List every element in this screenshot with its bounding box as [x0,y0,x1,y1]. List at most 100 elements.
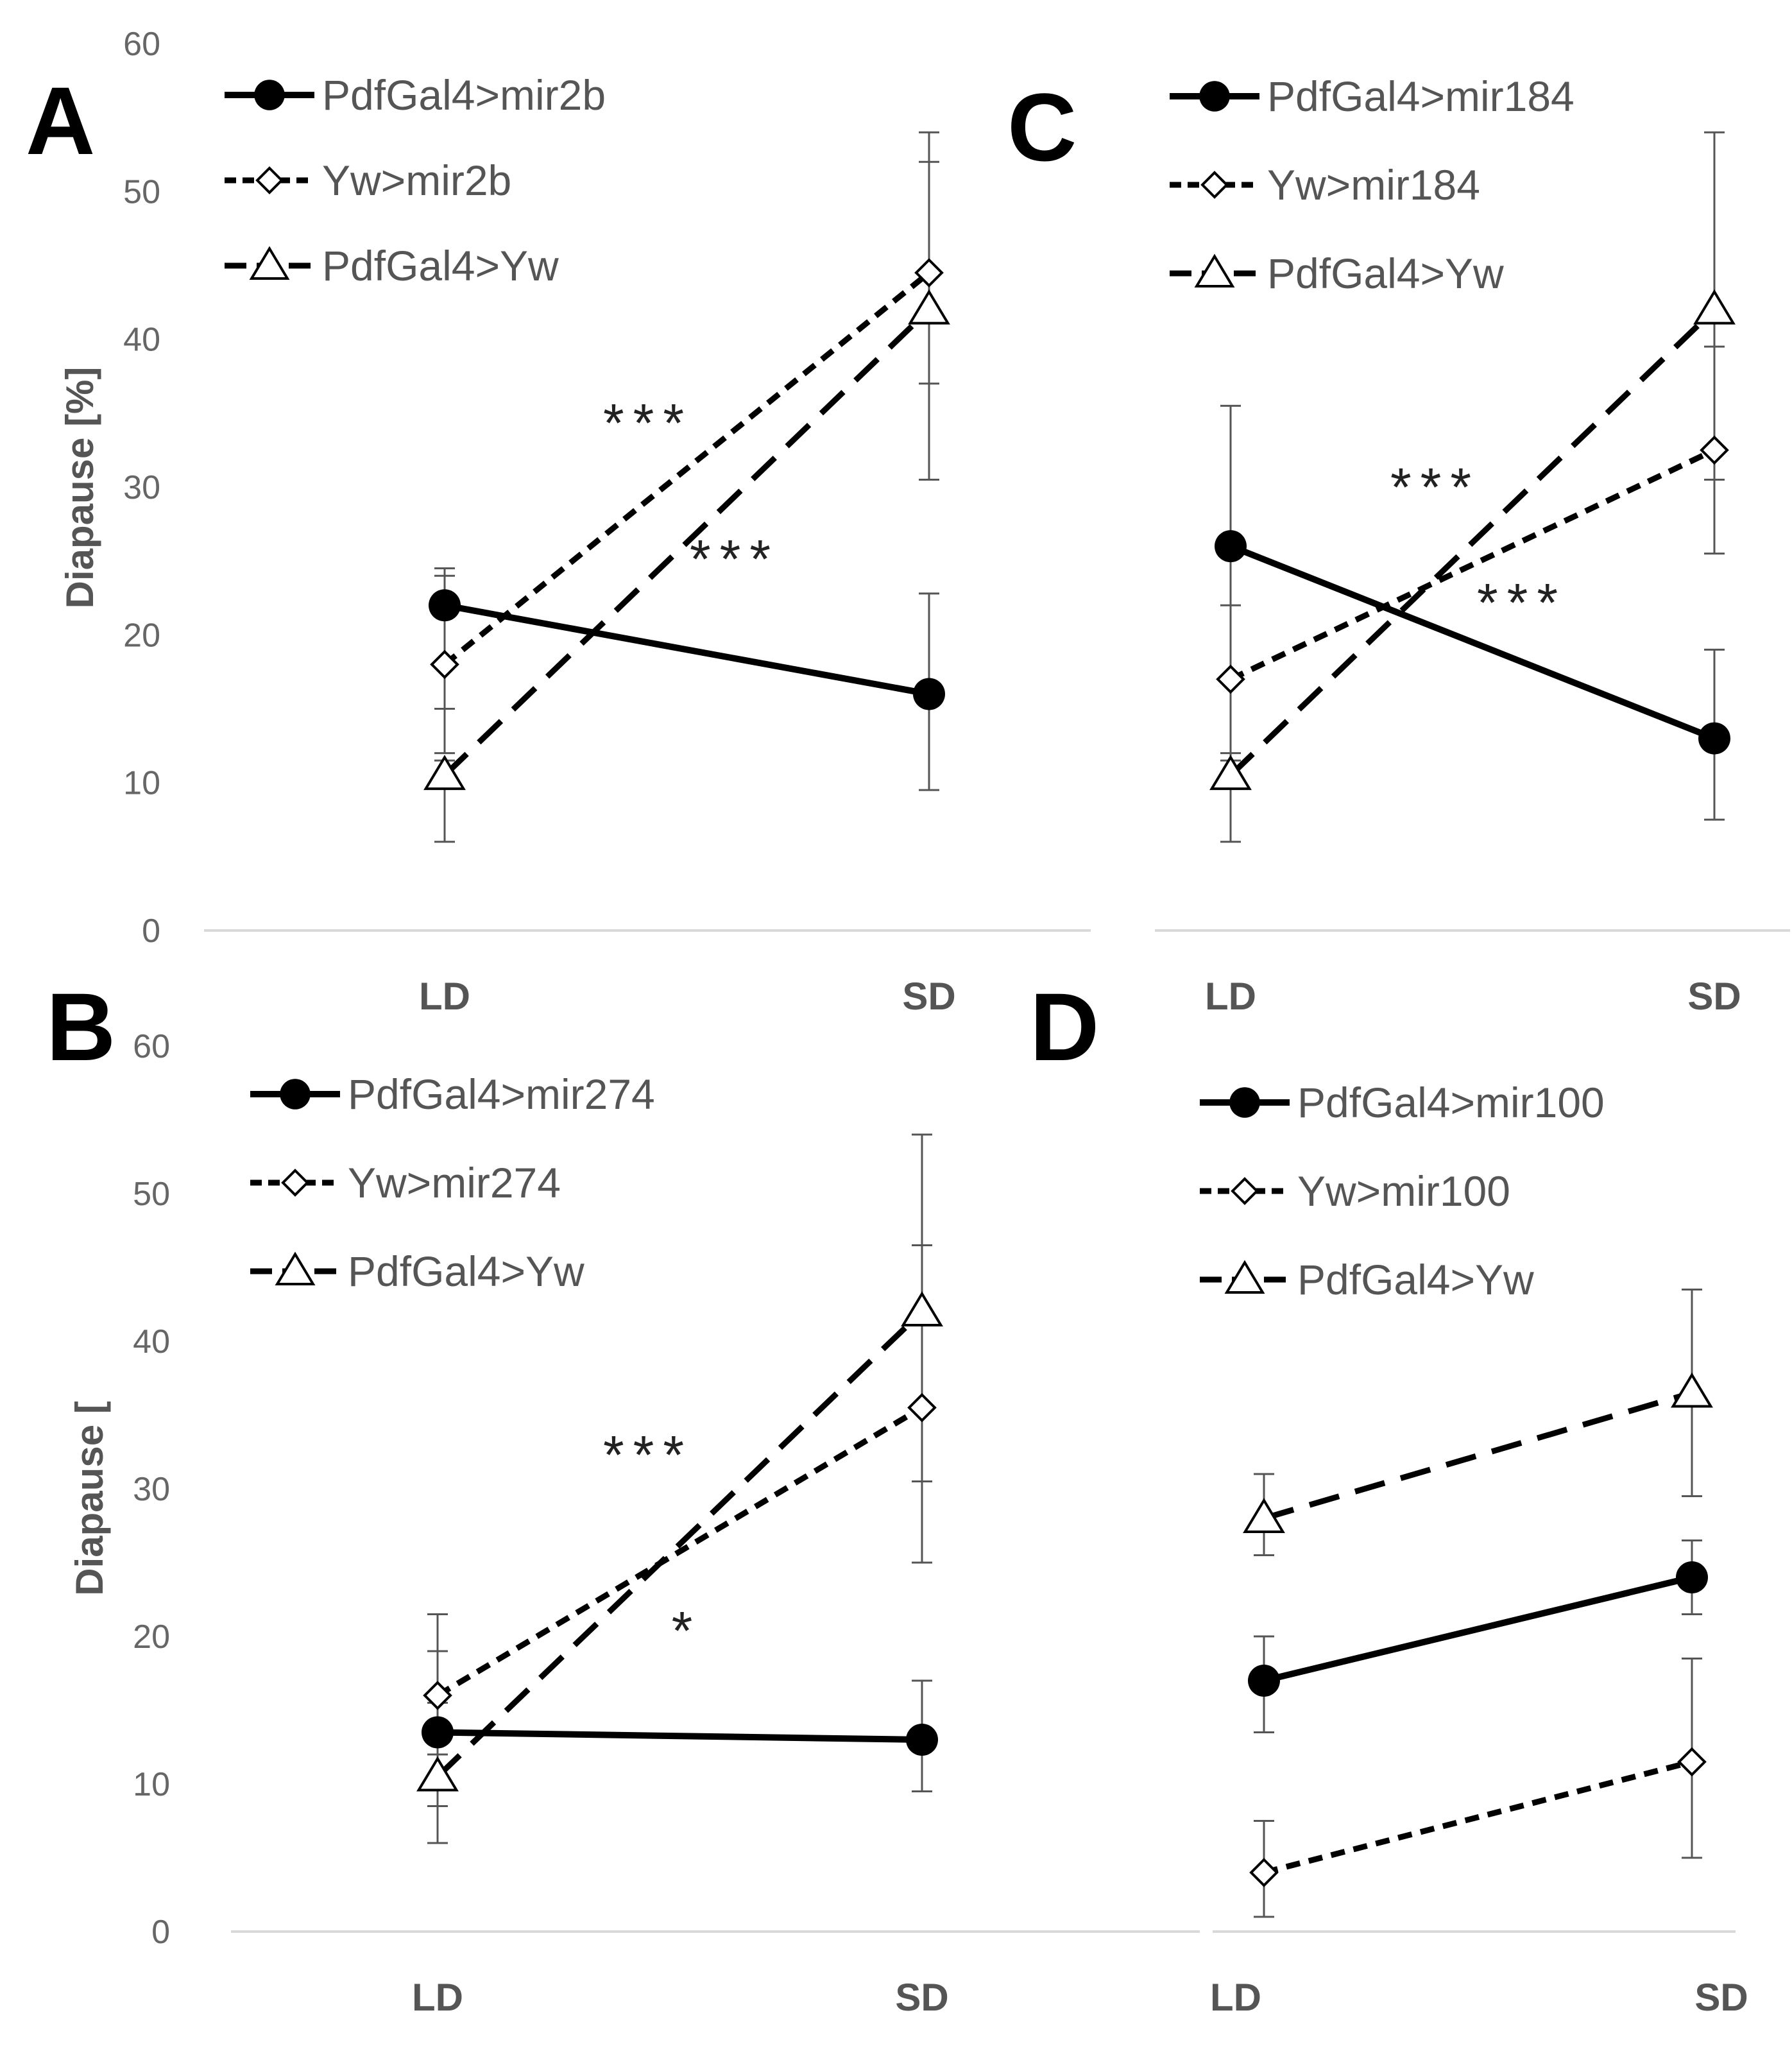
panel-b-annotation-2: * [672,1600,702,1661]
panel-d-x-label-ld: LD [1210,1976,1261,2019]
panel-d-series-line-0 [1263,1574,1693,1684]
panel-a-series-2-point [423,755,466,791]
panel-c-annotation-2: *** [1477,572,1567,633]
panel-b-legend-label: PdfGal4>mir274 [348,1070,655,1118]
panel-b-y-tick-label: 20 [133,1618,170,1656]
panel-c-series-1-point [1700,435,1729,465]
panel-a-y-tick-label: 60 [123,26,160,63]
panel-b-y-tick-label: 50 [133,1176,170,1213]
panel-c-series-line-0 [1229,543,1716,742]
panel-b-y-axis-label: Diapause [ [68,1401,111,1595]
panel-a-y-tick-label: 40 [123,322,160,359]
panel-b-legend-label: Yw>mir274 [348,1159,561,1206]
panel-c-x-label-sd: SD [1687,975,1741,1018]
panel-a-series-2-point [908,289,950,325]
panel-b-series-0-point [422,1716,454,1749]
panel-b-y-tick-label: 30 [133,1471,170,1508]
panel-b-y-tick-label: 60 [133,1028,170,1065]
panel-b-series-0-point [906,1724,938,1756]
panel-c-letter: C [1007,73,1077,181]
panel-d-legend-key-marker [1224,1260,1265,1294]
panel-a-annotation-2: *** [690,529,780,589]
panel-b-y-tick-label: 0 [151,1914,170,1951]
chart-marks: 0 10 20 30 40 50 60 PdfGal4>mir2b Yw>mir2b PdfGal… [123,26,1790,1951]
panel-b-series-2-point [901,1291,943,1326]
panel-a-series-1-point [914,258,944,287]
panel-a: A Diapause [%] LD SD *** *** [26,67,956,1018]
panel-b-legend-key-marker [281,1169,309,1197]
panel-a-y-tick-label: 50 [123,173,160,210]
panel-c-series-line-1 [1229,447,1716,682]
panel-b-series-line-2 [435,1309,925,1779]
panel-d-series-line-2 [1263,1390,1693,1522]
panel-d-letter: D [1030,973,1099,1081]
panel-c-series-0-point [1698,722,1730,755]
panel-d-series-line-1 [1263,1759,1693,1876]
panel-a-y-tick-label: 30 [123,469,160,506]
panel-a-annotation-1: *** [603,393,693,453]
panel-a-legend-label: Yw>mir2b [322,157,511,204]
panel-c-series-1-point [1216,664,1245,694]
panel-b-legend-label: PdfGal4>Yw [348,1248,585,1295]
panel-c-legend-key-marker [1199,81,1230,112]
panel-d-legend-key-marker [1229,1087,1260,1118]
panel-b-letter: B [46,973,115,1081]
panel-c-x-label-ld: LD [1205,975,1256,1018]
panel-a-x-label-sd: SD [902,975,955,1018]
panel-b-y-tick-label: 40 [133,1323,170,1360]
panel-b-series-2-point [416,1756,459,1792]
panel-c: C LD SD *** *** [1007,73,1741,1018]
panel-d-legend-label: PdfGal4>Yw [1297,1256,1534,1303]
panel-a-legend-label: PdfGal4>Yw [322,242,559,289]
panel-a-y-tick-label: 20 [123,617,160,654]
panel-b-series-line-1 [436,1405,924,1698]
panel-d-series-1-point [1249,1858,1279,1887]
panel-b-x-label-ld: LD [412,1976,463,2019]
panel-c-legend-key-marker [1200,171,1229,199]
panel-c-series-2-point [1693,289,1736,325]
panel-d-series-2-point [1243,1498,1285,1533]
panel-a-letter: A [26,67,95,175]
panel-d: D LD SD [1030,973,1748,2019]
panel-a-y-axis-label: Diapause [%] [58,367,101,609]
panel-b-x-label-sd: SD [895,1976,948,2019]
panel-a-legend-label: PdfGal4>mir2b [322,71,606,119]
panel-a-x-label-ld: LD [419,975,470,1018]
panel-d-series-2-point [1671,1372,1713,1408]
panel-b-legend-key-marker [275,1251,316,1285]
panel-c-series-0-point [1215,530,1247,563]
panel-d-x-label-sd: SD [1694,1976,1748,2019]
panel-a-legend-key-marker [254,80,285,110]
panel-a-series-0-point [429,589,461,622]
panel-a-y-tick-label: 10 [123,765,160,802]
panel-b-series-line-0 [437,1729,923,1743]
panel-c-annotation-1: *** [1390,457,1480,517]
panel-d-series-1-point [1677,1747,1707,1777]
panel-a-series-line-1 [443,270,931,667]
panel-c-series-2-point [1209,755,1252,791]
panel-b-series-1-point [907,1393,937,1423]
panel-a-y-tick-label: 0 [142,913,160,950]
panel-b-y-tick-label: 10 [133,1766,170,1803]
panel-a-series-line-0 [444,602,930,698]
panel-a-series-1-point [430,649,459,680]
panel-c-series-line-2 [1228,307,1717,778]
panel-d-legend-label: Yw>mir100 [1297,1167,1510,1215]
panel-c-legend-label: PdfGal4>Yw [1267,250,1504,297]
panel-c-legend-label: Yw>mir184 [1267,161,1480,209]
panel-b-annotation-1: *** [603,1425,693,1485]
panel-b: B Diapause [ LD SD *** * [46,973,949,2019]
panel-d-series-0-point [1676,1561,1708,1593]
panel-d-legend-label: PdfGal4>mir100 [1297,1079,1605,1126]
panel-d-series-0-point [1248,1665,1280,1697]
panel-a-series-0-point [913,678,945,710]
panel-c-legend-key-marker [1194,253,1235,287]
panel-a-legend-key-marker [249,246,290,280]
panel-a-series-line-2 [442,307,932,778]
panel-b-series-1-point [423,1681,452,1710]
panel-c-legend-label: PdfGal4>mir184 [1267,73,1574,120]
panel-d-legend-key-marker [1231,1177,1259,1205]
panel-a-legend-key-marker [255,166,284,194]
